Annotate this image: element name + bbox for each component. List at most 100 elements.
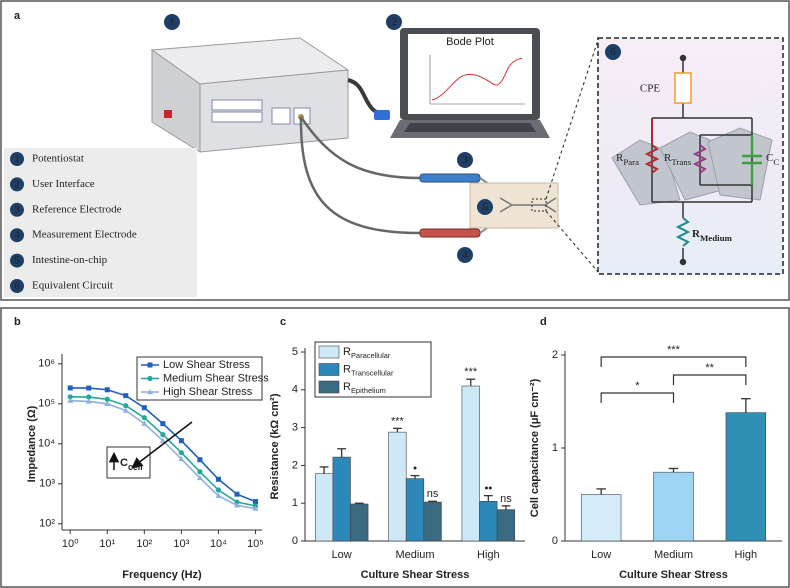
y-axis-label: Resistance (kΩ cm²) [269,393,281,499]
significance: * [635,380,640,392]
marker [178,455,185,462]
legend-label-sub: Epithelium [351,386,386,395]
y-tick-label: 5 [292,346,298,358]
significance: ns [427,488,439,500]
legend-label-main: R [343,363,351,375]
legend-label: Low Shear Stress [163,359,250,371]
legend-badge [10,202,24,217]
bar [388,431,407,542]
x-tick-label: Medium [395,549,434,561]
significance: • [413,463,417,475]
bar [496,509,516,542]
r-para-label: RPara [616,152,639,168]
capacitor [742,135,762,185]
marker [252,505,259,511]
marker [160,432,166,438]
marker [147,389,153,395]
marker [141,405,147,411]
badge-number: 3 [462,154,468,166]
legend-label: RParacellular [343,346,391,361]
marker [141,420,148,426]
badge [457,152,473,168]
r-medium-label: RMedium [692,228,732,244]
legend-badge [10,279,24,293]
marker [160,421,166,427]
y-tick-label: 10² [39,518,55,530]
x-tick-label: Low [591,549,611,561]
legend-label-sub: Transcellular [351,369,394,378]
bar [653,471,694,542]
bar [314,473,334,542]
marker [122,407,129,413]
marker [104,387,110,393]
legend-label: RTranscellular [343,363,394,378]
zoom-box [531,198,547,212]
x-tick-label: Medium [654,549,693,561]
badge-number: 4 [462,249,468,261]
bar [332,456,351,542]
zoom-line [545,210,599,273]
marker [159,437,166,443]
legend-number: 2 [14,178,20,190]
legend-label: High Shear Stress [163,386,253,398]
x-tick-label: 10⁵ [247,538,264,550]
significance-bracket [600,392,675,403]
legend-label-main: R [343,346,351,358]
panel-label: a [14,10,21,22]
significance-bracket [600,356,747,367]
marker [233,502,240,508]
r-trans-label-sub: Trans [671,157,691,167]
y-tick-label: 4 [292,384,298,396]
significance: ns [500,493,512,505]
badge-number: 1 [169,16,175,28]
x-tick-label: 10³ [173,538,189,550]
y-tick-label: 10⁴ [38,438,55,450]
badge [457,247,473,263]
marker [86,385,92,391]
c-c-label: CC [766,152,779,168]
c-c-label-sub: C [773,157,779,167]
x-tick-label: 10² [136,538,152,550]
marker [215,487,222,493]
r-para-label-sub: Para [623,157,639,167]
r-para-label-main: R [616,152,624,164]
y-tick-label: 3 [292,422,298,434]
bar [423,501,442,542]
chip-channel [499,197,557,213]
badge-number: 2 [391,16,397,28]
x-tick-label: High [477,549,500,561]
marker [67,397,74,403]
r-medium-label-main: R [692,228,701,240]
legend-text: Measurement Electrode [32,229,137,241]
trend-arrow [131,421,193,469]
y-tick-label: 2 [292,459,298,471]
significance: •• [484,483,492,495]
legend-number: 4 [14,229,20,241]
y-tick-label: 0 [552,535,558,547]
marker [123,393,129,399]
x-tick-label: Low [332,549,352,561]
laptop [390,28,550,138]
potentiostat [150,37,350,153]
x-axis-label: Culture Shear Stress [619,569,728,581]
x-tick-label: 10⁰ [62,538,79,550]
marker [86,394,92,400]
zoom-line [545,39,599,200]
panel-label: b [14,316,21,328]
r-medium-element [675,217,691,247]
legend-label-sub: Paracellular [351,351,391,360]
bar [580,494,622,542]
x-tick-label: 10¹ [99,538,115,550]
marker [178,438,184,444]
marker [141,415,147,421]
marker [67,394,73,400]
legend-label: REpithelium [343,381,386,396]
badge [164,14,180,30]
laptop-title: Bode Plot [446,36,494,48]
panel-label: c [280,316,286,328]
badge [605,44,621,60]
y-axis-label: Impedance (Ω) [26,405,38,482]
significance: *** [667,344,681,356]
marker [123,403,129,409]
